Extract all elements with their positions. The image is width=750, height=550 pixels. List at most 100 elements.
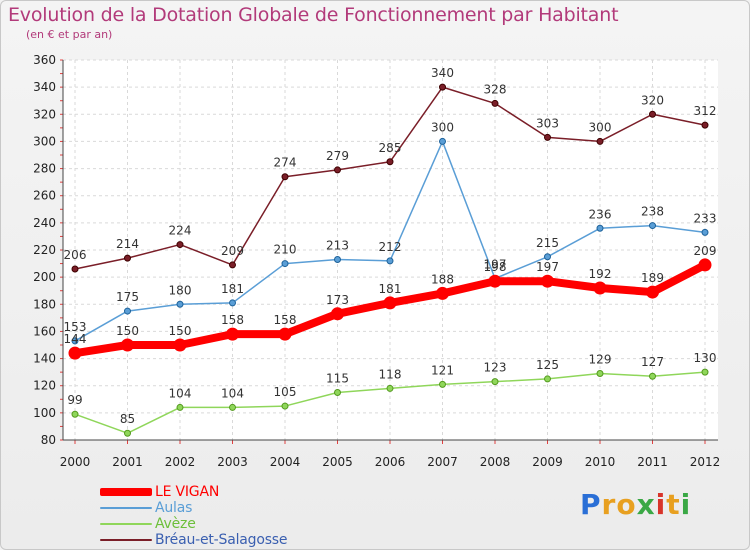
data-point [596,370,604,377]
legend-swatch-aulas [100,507,152,509]
data-point [439,83,446,91]
y-tick-label: 300 [33,134,56,148]
data-label: 300 [431,120,454,134]
data-point [698,258,712,272]
data-point [173,338,187,352]
legend-label-breau: Bréau-et-Salagosse [155,532,288,548]
logo-letter: i [655,488,667,521]
x-tick-label: 2009 [532,455,563,469]
data-label: 209 [221,244,244,258]
x-tick-label: 2012 [690,455,721,469]
data-label: 125 [536,358,559,372]
y-tick-label: 360 [33,53,56,67]
logo-letter: P [580,488,602,521]
y-tick-label: 280 [33,162,56,176]
data-label: 153 [64,320,87,334]
data-point [68,346,82,360]
data-point [491,378,499,386]
y-tick-label: 340 [33,80,56,94]
data-label: 206 [64,248,87,262]
legend-swatch-aveze [100,523,152,525]
legend-item-aveze: Avèze [100,516,287,532]
data-label: 99 [67,393,82,407]
data-point [593,281,607,295]
data-point [281,402,289,410]
logo-letter: o [616,488,637,521]
data-label: 105 [274,385,297,399]
data-label: 328 [484,82,507,96]
data-point [488,274,502,288]
data-label: 210 [274,243,297,257]
data-label: 150 [169,324,192,338]
data-label: 180 [169,283,192,297]
data-point [281,260,289,268]
data-point [436,286,449,300]
data-label: 224 [169,224,192,238]
data-point [124,307,131,315]
data-point [386,257,394,265]
legend: LE VIGAN Aulas Avèze Bréau-et-Salagosse [100,484,288,548]
x-tick-label: 2010 [585,455,616,469]
data-point [121,338,134,352]
x-tick-label: 2000 [60,455,91,469]
data-label: 192 [589,267,612,281]
data-point [334,166,341,174]
legend-swatch-le-vigan [100,488,152,496]
chart-subtitle: (en € et par an) [26,28,113,41]
data-label: 274 [274,156,297,170]
data-point [71,410,79,418]
y-tick-label: 180 [33,297,56,311]
data-point [649,372,656,380]
data-label: 115 [326,372,349,386]
data-label: 150 [116,324,139,338]
data-point [334,256,341,263]
y-tick-label: 120 [33,379,56,393]
data-label: 118 [379,367,402,381]
logo-letter: x [636,488,656,521]
data-point [229,299,236,307]
y-tick-label: 320 [33,107,56,121]
data-label: 188 [431,272,454,286]
data-point [176,403,184,411]
legend-label-aulas: Aulas [155,500,193,516]
x-tick-label: 2003 [217,455,248,469]
data-point [649,222,656,230]
logo-letter: t [666,488,681,521]
data-label: 189 [641,271,664,285]
data-point [701,121,709,129]
data-point [544,133,551,141]
data-label: 233 [694,211,717,225]
data-point [226,327,239,341]
data-point [278,327,292,341]
data-label: 158 [274,313,297,327]
data-point [386,384,394,392]
data-point [596,137,604,145]
data-label: 197 [484,258,507,272]
data-label: 312 [694,104,717,118]
data-label: 181 [221,282,244,296]
data-label: 175 [116,290,139,304]
data-label: 123 [484,361,507,375]
logo-letter: r [601,488,617,521]
data-label: 181 [379,282,402,296]
data-point [544,253,551,261]
x-tick-label: 2004 [270,455,301,469]
y-tick-label: 100 [33,406,56,420]
data-point [176,300,184,308]
x-tick-label: 2002 [165,455,196,469]
data-point [439,380,446,388]
y-tick-label: 160 [33,324,56,338]
legend-item-breau: Bréau-et-Salagosse [100,532,288,548]
data-point [281,173,289,181]
y-tick-label: 260 [33,189,56,203]
data-label: 197 [536,260,559,274]
data-label: 214 [116,237,139,251]
data-label: 303 [536,116,559,130]
y-tick-label: 140 [33,352,56,366]
data-point [331,307,344,321]
data-point [544,375,551,383]
data-label: 213 [326,239,349,253]
data-label: 320 [641,93,664,107]
data-point [71,265,79,273]
